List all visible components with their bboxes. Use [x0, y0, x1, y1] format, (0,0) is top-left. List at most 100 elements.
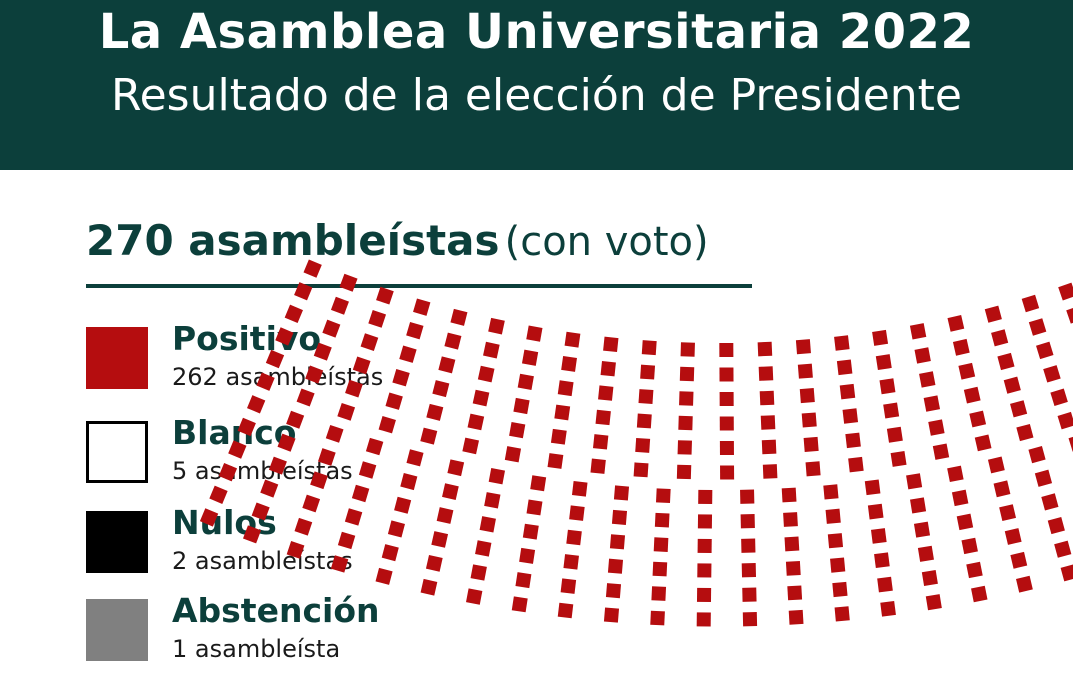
seat-positivo — [848, 456, 864, 473]
seat-positivo — [345, 379, 363, 398]
seat-positivo — [883, 402, 900, 419]
seat-positivo — [925, 594, 942, 611]
page-subtitle: Resultado de la elección de Presidente — [111, 70, 962, 121]
seat-positivo — [420, 427, 438, 445]
legend-swatch-blanco — [86, 421, 148, 483]
seat-positivo — [640, 364, 656, 380]
seat-positivo — [1060, 564, 1073, 582]
seat-positivo — [483, 341, 500, 359]
seat-positivo — [547, 453, 564, 469]
seat-positivo — [653, 537, 669, 552]
seat-positivo — [697, 514, 713, 529]
seat-positivo — [761, 439, 777, 455]
seat-positivo — [477, 365, 495, 383]
seat-positivo — [392, 369, 410, 387]
seat-positivo — [488, 317, 505, 335]
seat-positivo — [368, 310, 387, 328]
header-banner: La Asamblea Universitaria 2022 Resultado… — [0, 0, 1073, 170]
seat-positivo — [1047, 516, 1065, 535]
seat-positivo — [952, 338, 970, 356]
seat-positivo — [462, 437, 479, 455]
seat-positivo — [358, 461, 377, 479]
seat-positivo — [801, 412, 817, 428]
seat-positivo — [784, 536, 800, 552]
seat-positivo — [247, 395, 266, 414]
seat-positivo — [218, 463, 238, 482]
seat-positivo — [961, 537, 978, 555]
seat-positivo — [870, 528, 887, 544]
seat-positivo — [1028, 318, 1047, 336]
seat-positivo — [719, 440, 734, 456]
seat-positivo — [834, 335, 850, 351]
seat-positivo — [1068, 434, 1073, 452]
seat-positivo — [679, 391, 694, 406]
seat-positivo — [1004, 528, 1022, 545]
seat-positivo — [1021, 294, 1040, 313]
seat-positivo — [740, 514, 755, 529]
seat-positivo — [595, 409, 611, 426]
seat-positivo — [339, 273, 358, 292]
seat-positivo — [742, 612, 758, 627]
seat-positivo — [603, 336, 619, 353]
seat-positivo — [613, 485, 630, 501]
seat-positivo — [781, 487, 797, 503]
seat-positivo — [879, 378, 896, 395]
seat-positivo — [569, 505, 585, 521]
legend-swatch-positivo — [86, 327, 148, 389]
seat-positivo — [394, 496, 412, 514]
seat-positivo — [399, 345, 417, 363]
seat-positivo — [268, 456, 287, 475]
seat-positivo — [260, 479, 279, 498]
seat-positivo — [697, 563, 712, 578]
seat-positivo — [759, 390, 775, 406]
seat-positivo — [467, 413, 485, 431]
seat-positivo — [310, 471, 328, 490]
seat-positivo — [609, 534, 626, 550]
seat-positivo — [284, 304, 303, 323]
seat-positivo — [993, 480, 1011, 498]
seat-positivo — [914, 347, 931, 364]
seat-positivo — [984, 305, 1002, 323]
seat-positivo — [656, 488, 671, 503]
seat-positivo — [678, 415, 693, 431]
seat-positivo — [788, 609, 804, 625]
seat-positivo — [785, 561, 801, 576]
seat-positivo — [325, 424, 344, 443]
seat-positivo — [906, 473, 923, 490]
legend-count-abstencion: 1 asambleísta — [172, 635, 341, 663]
seat-positivo — [1028, 446, 1046, 464]
seat-positivo — [696, 612, 711, 627]
seat-positivo — [450, 308, 468, 326]
seat-positivo — [425, 554, 443, 572]
seat-positivo — [472, 389, 490, 407]
seat-positivo — [830, 557, 846, 573]
seat-positivo — [566, 529, 582, 546]
seat-positivo — [475, 540, 492, 557]
seat-positivo — [228, 440, 247, 459]
seat-positivo — [963, 386, 981, 404]
seat-positivo — [598, 385, 614, 401]
seat-positivo — [378, 416, 396, 434]
seat-positivo — [385, 392, 403, 410]
seat-positivo — [522, 523, 539, 540]
seat-positivo — [426, 403, 444, 421]
seat-positivo — [762, 464, 778, 479]
seat-positivo — [330, 296, 349, 315]
seat-positivo — [554, 404, 571, 421]
seat-positivo — [679, 366, 695, 382]
seat-positivo — [517, 373, 534, 390]
seat-positivo — [803, 436, 819, 452]
seat-positivo — [913, 521, 931, 538]
seat-positivo — [436, 507, 454, 524]
legend-item-abstencion: Abstención 1 asambleísta — [86, 591, 426, 669]
seat-positivo — [836, 359, 853, 376]
seat-positivo — [400, 472, 418, 491]
seat-positivo — [592, 434, 609, 450]
seat-positivo — [832, 581, 848, 598]
seat-positivo — [741, 538, 756, 553]
seat-positivo — [886, 426, 903, 443]
seat-positivo — [797, 363, 813, 379]
seat-positivo — [571, 481, 588, 497]
seat-positivo — [511, 596, 528, 613]
